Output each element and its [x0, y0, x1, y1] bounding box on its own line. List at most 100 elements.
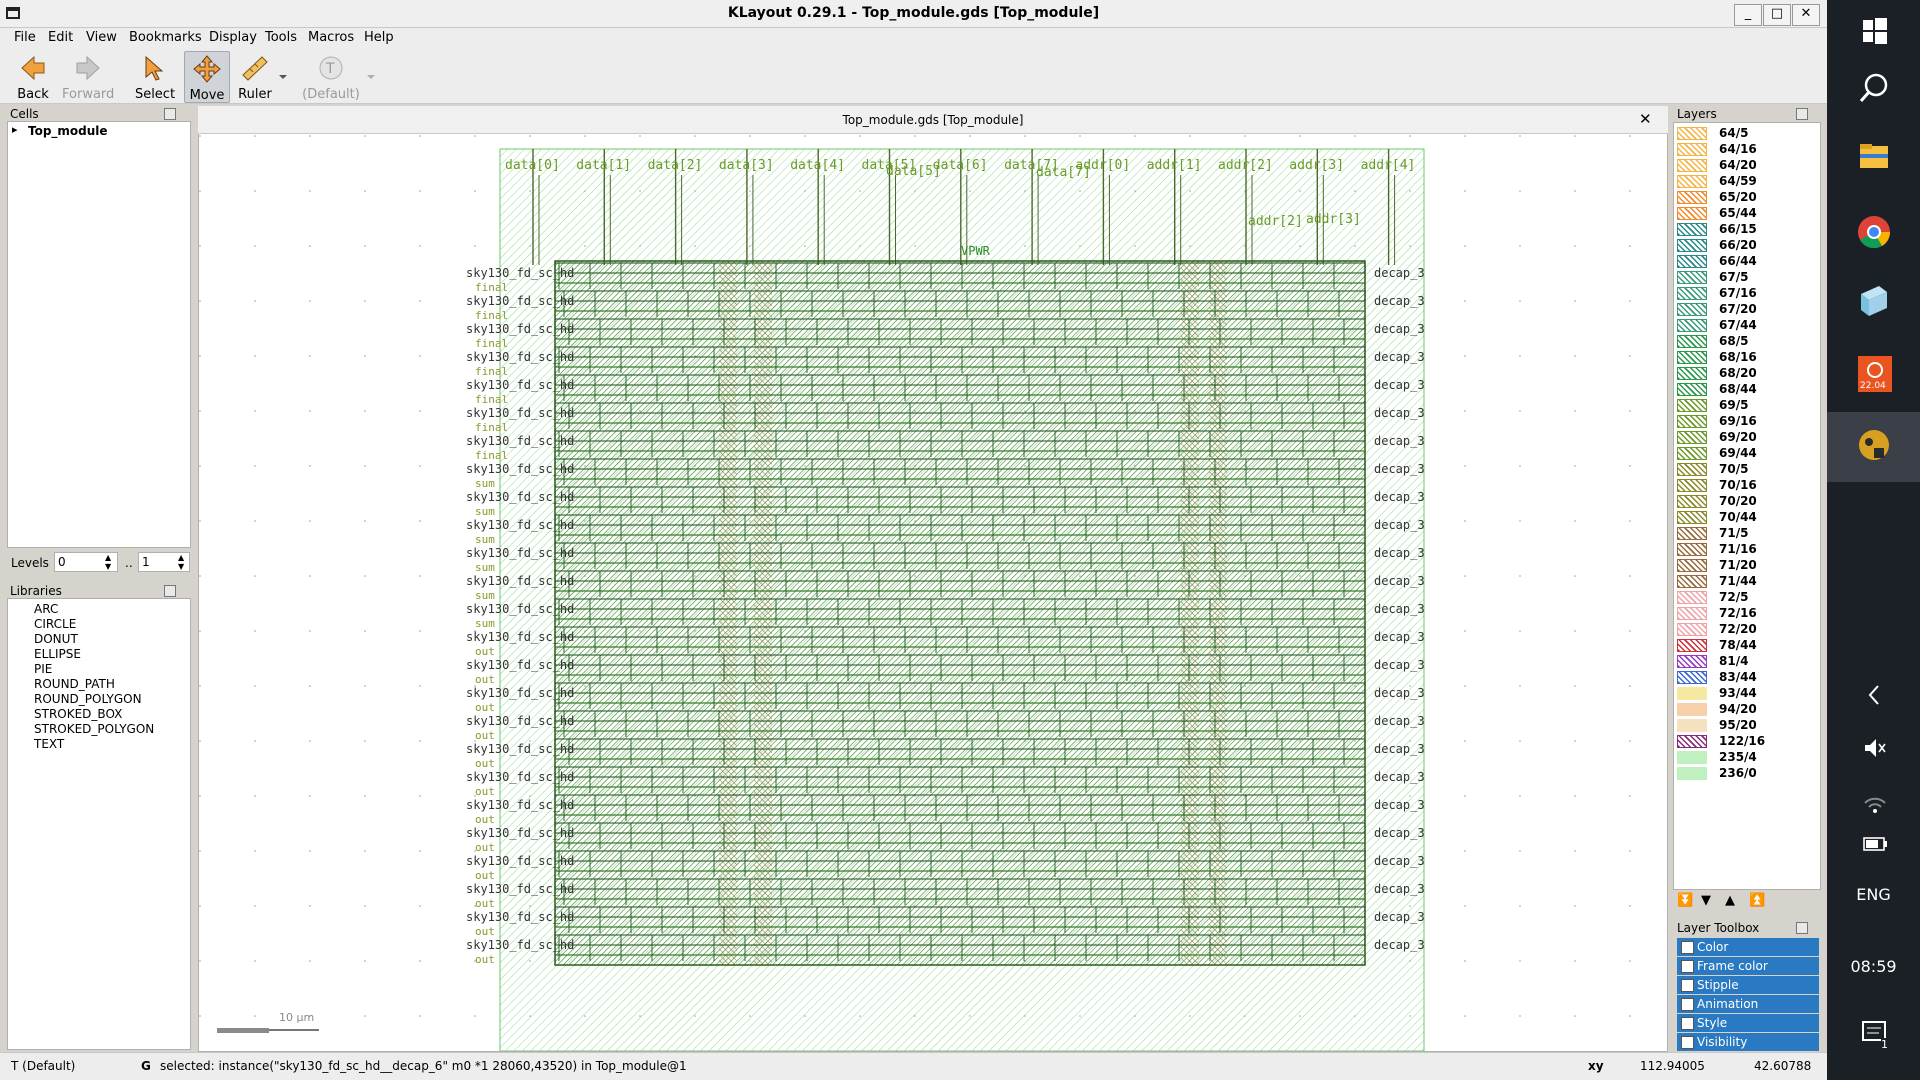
checkbox[interactable]: [1681, 998, 1694, 1011]
action-center-button[interactable]: 1: [1827, 1010, 1920, 1070]
menu-bookmarks[interactable]: Bookmarks: [129, 30, 202, 45]
virtual-machine-app[interactable]: [1827, 270, 1920, 340]
checkbox[interactable]: [1681, 1036, 1694, 1049]
forward-button[interactable]: Forward: [62, 51, 114, 102]
layer-row[interactable]: 70/16: [1677, 478, 1817, 494]
layer-row[interactable]: 83/44: [1677, 670, 1817, 686]
layer-row[interactable]: 66/20: [1677, 238, 1817, 254]
layer-row[interactable]: 236/0: [1677, 766, 1817, 782]
layer-row[interactable]: 64/5: [1677, 126, 1817, 142]
layer-row[interactable]: 72/5: [1677, 590, 1817, 606]
close-window-button[interactable]: ✕: [1792, 4, 1820, 26]
layer-row[interactable]: 122/16: [1677, 734, 1817, 750]
library-item[interactable]: DONUT: [34, 632, 78, 646]
checkbox[interactable]: [1681, 941, 1694, 954]
back-button[interactable]: Back: [12, 51, 54, 102]
ruler-button[interactable]: Ruler: [234, 51, 276, 102]
menu-file[interactable]: File: [14, 30, 36, 45]
layer-row[interactable]: 71/16: [1677, 542, 1817, 558]
default-dropdown-icon[interactable]: [367, 70, 375, 79]
ruler-dropdown-icon[interactable]: [279, 70, 287, 79]
layer-row[interactable]: 69/44: [1677, 446, 1817, 462]
cells-tree[interactable]: ▸ Top_module: [7, 121, 191, 548]
layer-row[interactable]: 94/20: [1677, 702, 1817, 718]
layer-row[interactable]: 70/44: [1677, 510, 1817, 526]
layer-row[interactable]: 78/44: [1677, 638, 1817, 654]
toolbox-animation[interactable]: Animation: [1677, 995, 1819, 1013]
libraries-dock-controls[interactable]: x: [164, 585, 190, 615]
library-item[interactable]: STROKED_BOX: [34, 707, 123, 721]
spin-arrows-icon[interactable]: ▲ ▼: [105, 553, 112, 571]
layer-row[interactable]: 67/20: [1677, 302, 1817, 318]
float-icon[interactable]: [164, 585, 176, 597]
layer-row[interactable]: 64/20: [1677, 158, 1817, 174]
close-tab-icon[interactable]: ✕: [1639, 110, 1652, 128]
collapse-tray-button[interactable]: [1827, 670, 1920, 720]
layer-row[interactable]: 64/16: [1677, 142, 1817, 158]
move-up-one-icon[interactable]: ▲: [1725, 893, 1735, 908]
toolbox-color[interactable]: Color: [1677, 938, 1819, 956]
layer-row[interactable]: 70/20: [1677, 494, 1817, 510]
layer-row[interactable]: 66/15: [1677, 222, 1817, 238]
spin-arrows-icon[interactable]: ▲ ▼: [178, 553, 185, 571]
menu-display[interactable]: Display: [209, 30, 257, 45]
float-icon[interactable]: [1796, 108, 1808, 120]
layer-row[interactable]: 67/5: [1677, 270, 1817, 286]
layer-row[interactable]: 65/44: [1677, 206, 1817, 222]
layer-row[interactable]: 66/44: [1677, 254, 1817, 270]
tree-expand-icon[interactable]: ▸: [12, 123, 18, 136]
library-item[interactable]: STROKED_POLYGON: [34, 722, 155, 736]
layer-row[interactable]: 72/16: [1677, 606, 1817, 622]
battery-button[interactable]: [1827, 820, 1920, 870]
layer-row[interactable]: 69/5: [1677, 398, 1817, 414]
toolbox-style[interactable]: Style: [1677, 1014, 1819, 1032]
network-button[interactable]: [1827, 773, 1920, 823]
file-explorer-app[interactable]: [1827, 130, 1920, 200]
checkbox[interactable]: [1681, 960, 1694, 973]
search-button[interactable]: [1827, 60, 1920, 130]
layer-row[interactable]: 68/44: [1677, 382, 1817, 398]
checkbox[interactable]: [1681, 1017, 1694, 1030]
layer-row[interactable]: 71/44: [1677, 574, 1817, 590]
toolbox-visibility[interactable]: Visibility: [1677, 1033, 1819, 1051]
clock[interactable]: 08:59: [1850, 957, 1897, 976]
checkbox[interactable]: [1681, 979, 1694, 992]
default-style-button[interactable]: T (Default): [300, 51, 362, 102]
layer-row[interactable]: 235/4: [1677, 750, 1817, 766]
layer-row[interactable]: 70/5: [1677, 462, 1817, 478]
levels-from-spinbox[interactable]: 0 ▲ ▼: [54, 552, 118, 572]
float-icon[interactable]: [1796, 922, 1808, 934]
menu-macros[interactable]: Macros: [308, 30, 355, 45]
layer-row[interactable]: 93/44: [1677, 686, 1817, 702]
layer-row[interactable]: 67/44: [1677, 318, 1817, 334]
klayout-app[interactable]: [1827, 412, 1920, 482]
toolbox-dock-controls[interactable]: x: [1796, 922, 1822, 952]
chrome-app[interactable]: [1827, 200, 1920, 270]
layer-row[interactable]: 65/20: [1677, 190, 1817, 206]
cells-dock-controls[interactable]: x: [164, 108, 190, 138]
library-item[interactable]: PIE: [34, 662, 53, 676]
ubuntu-app[interactable]: 22.04: [1827, 340, 1920, 410]
toolbox-stipple[interactable]: Stipple: [1677, 976, 1819, 994]
layer-row[interactable]: 69/16: [1677, 414, 1817, 430]
library-item[interactable]: CIRCLE: [34, 617, 77, 631]
library-item[interactable]: TEXT: [34, 737, 65, 751]
levels-to-spinbox[interactable]: 1 ▲ ▼: [138, 552, 190, 572]
language-indicator[interactable]: ENG: [1856, 885, 1891, 904]
library-item[interactable]: ROUND_PATH: [34, 677, 115, 691]
minimize-button[interactable]: _: [1734, 4, 1762, 26]
layer-row[interactable]: 68/20: [1677, 366, 1817, 382]
library-item[interactable]: ARC: [34, 602, 59, 616]
layer-row[interactable]: 71/20: [1677, 558, 1817, 574]
library-item[interactable]: ELLIPSE: [34, 647, 81, 661]
layer-row[interactable]: 68/16: [1677, 350, 1817, 366]
layer-row[interactable]: 81/4: [1677, 654, 1817, 670]
move-down-one-icon[interactable]: ▼: [1701, 893, 1711, 908]
toolbox-frame-color[interactable]: Frame color: [1677, 957, 1819, 975]
select-button[interactable]: Select: [130, 51, 180, 102]
float-icon[interactable]: [164, 108, 176, 120]
menu-tools[interactable]: Tools: [265, 30, 298, 45]
start-button[interactable]: [1827, 0, 1920, 70]
cell-top-module[interactable]: Top_module: [28, 124, 108, 138]
maximize-button[interactable]: □: [1763, 4, 1791, 26]
